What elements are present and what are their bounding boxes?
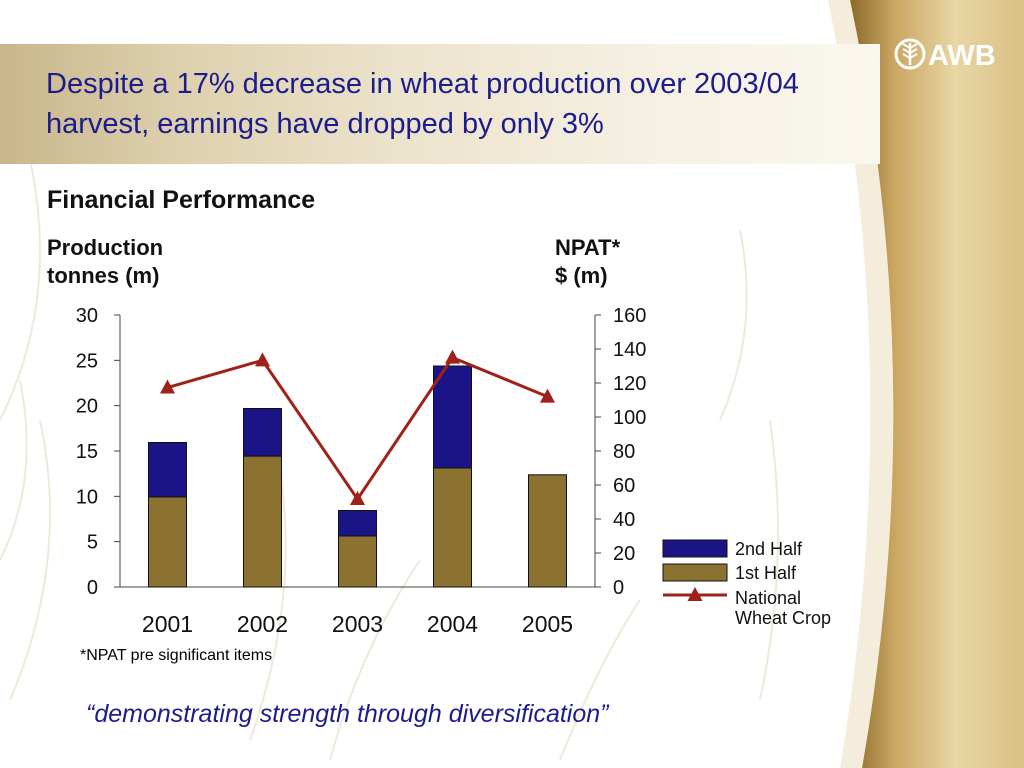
left-tick-label: 30 (76, 305, 98, 327)
npat-footnote: *NPAT pre significant items (80, 647, 273, 664)
gold-swoosh (850, 0, 1024, 768)
bar-2nd-half-2004 (433, 365, 472, 469)
left-tick-label: 5 (87, 532, 98, 554)
right-tick-label: 20 (613, 543, 635, 565)
right-tick-label: 40 (613, 509, 635, 531)
left-tick-label: 0 (87, 577, 98, 599)
wheat-crop-marker-2005 (540, 388, 555, 403)
x-tick-label-2005: 2005 (522, 611, 573, 637)
wheat-emblem-icon (894, 38, 926, 70)
legend-label-national-wheat-crop: National (735, 588, 801, 608)
bar-1st-half-2004 (433, 467, 472, 588)
left-tick-label: 25 (76, 350, 98, 372)
bar-2nd-half-2002 (243, 408, 282, 457)
left-tick-label: 10 (76, 486, 98, 508)
right-tick-label: 160 (613, 305, 646, 327)
left-tick-label: 20 (76, 396, 98, 418)
right-tick-label: 60 (613, 475, 635, 497)
bar-1st-half-2002 (243, 455, 282, 588)
right-axis-label-line1: NPAT* (555, 235, 621, 260)
logo-text: AWB (928, 40, 996, 72)
financial-performance-chart: Financial Performance Production tonnes … (47, 186, 831, 637)
legend-swatch-2nd-half (662, 539, 728, 558)
legend-swatch-1st-half (662, 563, 728, 582)
right-tick-label: 120 (613, 373, 646, 395)
plot-area: 0 5 10 15 20 25 30 0 20 40 60 80 100 120 140 160 2001 200… (76, 305, 647, 637)
x-tick-label-2003: 2003 (332, 611, 383, 637)
x-tick-label-2001: 2001 (142, 611, 193, 637)
bar-2nd-half-2003 (338, 510, 377, 537)
legend-label-national-wheat-crop-line2: Wheat Crop (735, 608, 831, 628)
right-axis-label-line2: $ (m) (555, 263, 608, 288)
bar-2nd-half-2001 (148, 442, 187, 498)
left-tick-label: 15 (76, 441, 98, 463)
bar-1st-half-2001 (148, 496, 187, 588)
legend-label-2nd-half: 2nd Half (735, 539, 803, 559)
tagline-quote: “demonstrating strength through diversif… (86, 700, 609, 728)
right-tick-label: 0 (613, 577, 624, 599)
awb-logo: AWB (894, 38, 996, 72)
wheat-texture (0, 159, 779, 761)
wheat-crop-marker-2001 (160, 379, 175, 394)
right-tick-label: 100 (613, 407, 646, 429)
x-tick-label-2004: 2004 (427, 611, 478, 637)
right-tick-label: 140 (613, 339, 646, 361)
legend-swatch-triangle (687, 587, 703, 601)
national-wheat-crop-line (167, 355, 549, 502)
left-axis-label-line1: Production (47, 235, 163, 260)
title-band (0, 44, 880, 164)
wheat-crop-marker-2004 (445, 349, 460, 364)
left-axis-label-line2: tonnes (m) (47, 263, 159, 288)
slide-headline: Despite a 17% decrease in wheat producti… (46, 68, 799, 140)
wheat-crop-marker-2003 (350, 491, 365, 506)
right-tick-label: 80 (613, 441, 635, 463)
bar-1st-half-2005 (528, 474, 567, 588)
wheat-crop-marker-2002 (255, 352, 270, 367)
chart-title: Financial Performance (47, 186, 315, 214)
x-tick-label-2002: 2002 (237, 611, 288, 637)
bar-1st-half-2003 (338, 535, 377, 588)
legend-label-1st-half: 1st Half (735, 563, 797, 583)
